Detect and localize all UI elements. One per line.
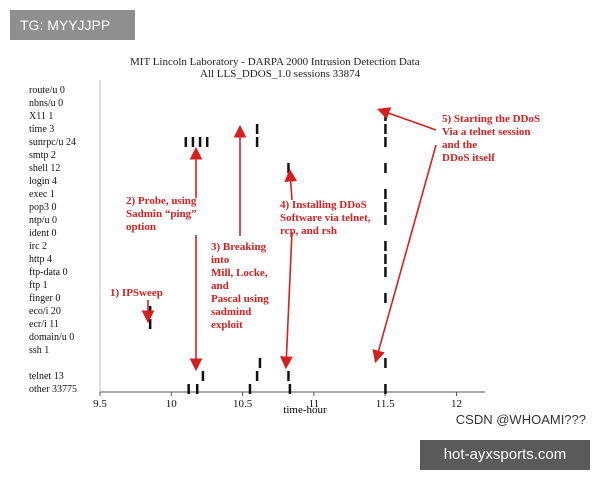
data-point bbox=[255, 137, 259, 147]
channel-badge: TG: MYYJJPP bbox=[10, 10, 135, 40]
data-point bbox=[255, 124, 259, 134]
annotation-text: 5) Starting the DDoS Via a telnet session… bbox=[442, 113, 540, 164]
data-point bbox=[205, 137, 209, 147]
annotation-arrow bbox=[376, 107, 437, 131]
data-point bbox=[191, 137, 195, 147]
data-point bbox=[384, 215, 387, 225]
data-point bbox=[248, 384, 252, 394]
x-tick-label: 11.5 bbox=[376, 398, 395, 410]
category-label: ssh 1 bbox=[29, 345, 49, 356]
annotation-arrow bbox=[284, 168, 298, 201]
data-point bbox=[384, 202, 387, 212]
site-banner: hot-ayxsports.com bbox=[420, 440, 590, 470]
category-label: pop3 0 bbox=[29, 202, 57, 213]
chart-title: MIT Lincoln Laboratory - DARPA 2000 Intr… bbox=[130, 56, 420, 68]
data-point bbox=[287, 371, 290, 381]
data-point bbox=[288, 384, 292, 394]
category-label: finger 0 bbox=[29, 293, 60, 304]
category-label: time 3 bbox=[29, 124, 54, 135]
data-point bbox=[384, 189, 387, 199]
watermark: CSDN @WHOAMI??? bbox=[455, 412, 586, 427]
data-point bbox=[384, 358, 387, 368]
x-ticks: 9.5 10 10.5 11 11.5 12 bbox=[93, 392, 462, 410]
category-label: ftp-data 0 bbox=[29, 267, 68, 278]
data-point bbox=[195, 384, 199, 394]
category-label: domain/u 0 bbox=[29, 332, 74, 343]
data-point bbox=[258, 358, 262, 368]
annotations: 1) IPSweep 2) Probe, using Sadmin “ping” op… bbox=[110, 107, 540, 372]
data-points bbox=[148, 111, 387, 394]
category-label: ident 0 bbox=[29, 228, 57, 239]
data-point bbox=[184, 137, 188, 147]
data-point bbox=[384, 254, 387, 264]
category-label: shell 12 bbox=[29, 163, 60, 174]
category-label: ntp/u 0 bbox=[29, 215, 57, 226]
category-label: login 4 bbox=[29, 176, 57, 187]
x-tick-label: 11 bbox=[309, 398, 320, 410]
x-tick-label: 10.5 bbox=[233, 398, 253, 410]
data-point bbox=[384, 124, 387, 134]
data-point bbox=[187, 384, 190, 394]
data-point bbox=[255, 371, 259, 381]
annotation-text: 2) Probe, using Sadmin “ping” option bbox=[126, 195, 197, 233]
x-axis-label: time-hour bbox=[283, 404, 327, 416]
data-point bbox=[148, 319, 152, 329]
data-point bbox=[148, 306, 152, 316]
data-point bbox=[384, 163, 387, 173]
axes bbox=[99, 80, 485, 393]
data-point bbox=[198, 137, 202, 147]
category-label: nbns/u 0 bbox=[29, 98, 63, 109]
x-tick-label: 12 bbox=[451, 398, 462, 410]
annotation-text: 1) IPSweep bbox=[110, 287, 163, 299]
annotation-arrow bbox=[280, 231, 293, 370]
category-label: irc 2 bbox=[29, 241, 47, 252]
category-labels: route/u 0 nbns/u 0 X11 1 time 3 sunrpc/u 24 s… bbox=[29, 85, 77, 395]
data-point bbox=[201, 371, 205, 381]
x-tick-label: 10 bbox=[166, 398, 178, 410]
data-point bbox=[384, 384, 387, 394]
category-label: sunrpc/u 24 bbox=[29, 137, 76, 148]
category-label: ftp 1 bbox=[29, 280, 48, 291]
category-label: smtp 2 bbox=[29, 150, 56, 161]
category-label: exec 1 bbox=[29, 189, 55, 200]
data-point bbox=[287, 163, 290, 173]
annotation-text: 4) Installing DDoS Software via telnet, rc… bbox=[280, 199, 371, 237]
chart-subtitle: All LLS_DDOS_1.0 sessions 33874 bbox=[200, 68, 361, 80]
category-label: ecr/i 11 bbox=[29, 319, 59, 330]
annotation-arrow bbox=[372, 144, 437, 364]
data-point bbox=[384, 293, 387, 303]
data-point bbox=[384, 267, 387, 277]
category-label: other 33775 bbox=[29, 384, 77, 395]
data-point bbox=[384, 137, 387, 147]
x-tick-label: 9.5 bbox=[93, 398, 107, 410]
category-label: eco/i 20 bbox=[29, 306, 61, 317]
data-point bbox=[384, 241, 387, 251]
category-label: X11 1 bbox=[29, 111, 53, 122]
category-label: telnet 13 bbox=[29, 371, 64, 382]
annotation-text: 3) Breaking into Mill, Locke, and Pascal usi… bbox=[211, 241, 269, 331]
category-label: http 4 bbox=[29, 254, 52, 265]
category-label: route/u 0 bbox=[29, 85, 65, 96]
